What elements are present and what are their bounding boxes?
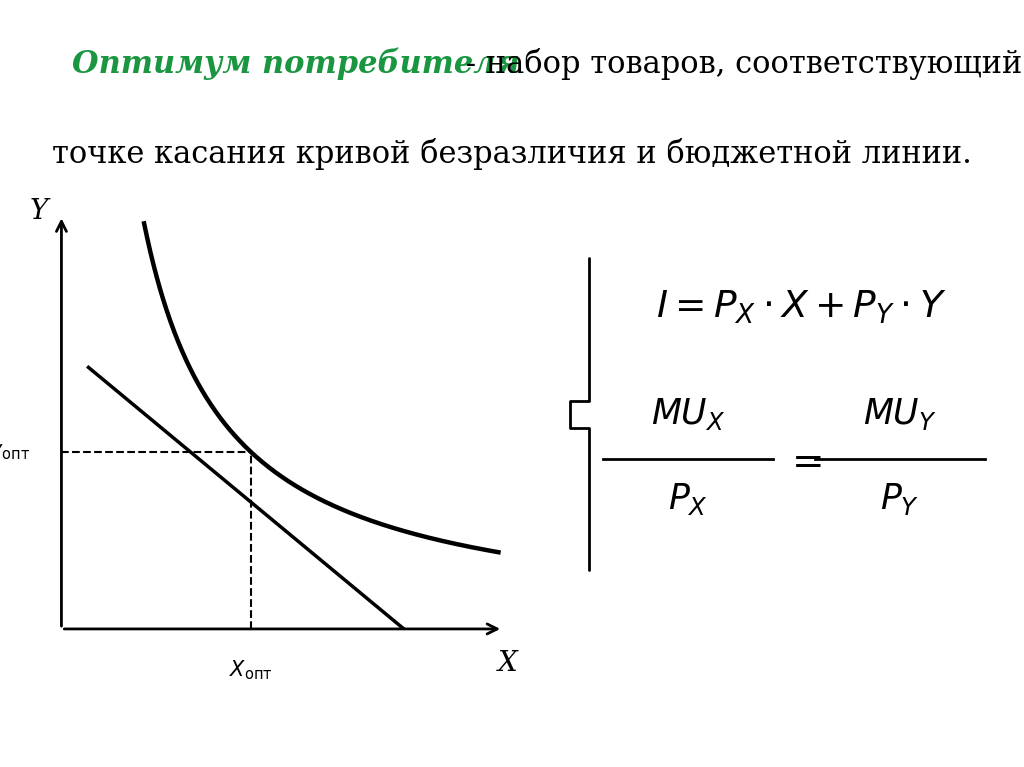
Text: - набор товаров, соответствующий: - набор товаров, соответствующий — [456, 48, 1022, 80]
Text: $X_{\mathsf{опт}}$: $X_{\mathsf{опт}}$ — [228, 658, 272, 682]
Text: Оптимум потребителя: Оптимум потребителя — [72, 48, 519, 81]
Text: $=$: $=$ — [784, 442, 822, 480]
Text: $P_Y$: $P_Y$ — [881, 481, 920, 517]
Text: $MU_X$: $MU_X$ — [650, 396, 725, 432]
Text: точке касания кривой безразличия и бюджетной линии.: точке касания кривой безразличия и бюдже… — [52, 138, 972, 170]
Text: X: X — [498, 650, 517, 677]
Text: $MU_Y$: $MU_Y$ — [863, 396, 937, 432]
Text: $I = P_X \cdot X + P_Y \cdot Y$: $I = P_X \cdot X + P_Y \cdot Y$ — [655, 288, 946, 326]
Text: $P_X$: $P_X$ — [668, 481, 708, 517]
Text: Y: Y — [30, 198, 48, 225]
Text: $y_{\mathsf{опт}}$: $y_{\mathsf{опт}}$ — [0, 442, 30, 462]
